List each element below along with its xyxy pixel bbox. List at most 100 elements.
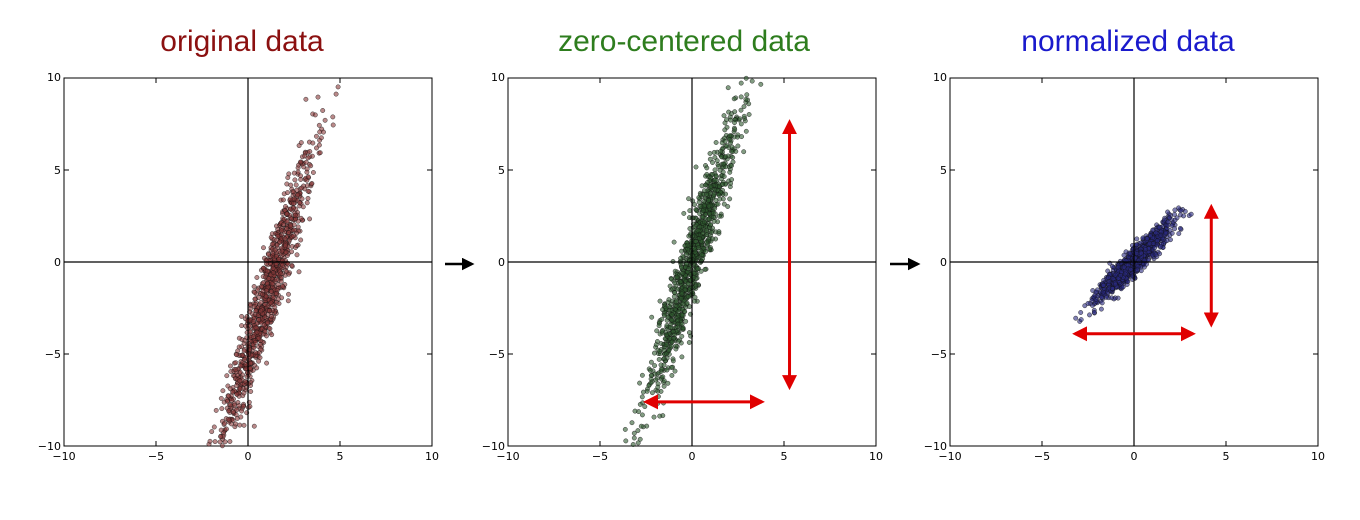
data-point — [1182, 208, 1188, 214]
data-point — [292, 177, 298, 183]
data-point — [286, 171, 292, 177]
y-tick-label: 0 — [54, 256, 61, 269]
data-point — [704, 165, 710, 171]
data-point — [1128, 267, 1134, 272]
data-point — [652, 363, 657, 368]
data-point — [307, 216, 312, 222]
data-point — [1127, 251, 1133, 257]
data-point — [679, 354, 685, 360]
data-point — [267, 326, 273, 332]
data-point — [251, 423, 257, 429]
data-point — [665, 299, 671, 305]
data-point — [264, 287, 269, 293]
data-point — [330, 114, 336, 120]
data-point — [687, 330, 692, 335]
data-point — [262, 329, 268, 334]
data-point — [237, 378, 243, 384]
data-point — [1172, 207, 1178, 213]
y-tick-label: 5 — [54, 164, 61, 177]
data-point — [268, 300, 274, 306]
data-point — [623, 438, 629, 444]
data-point — [1130, 246, 1136, 252]
data-point — [1110, 264, 1115, 269]
x-tick-label: 0 — [689, 450, 696, 463]
data-point — [678, 255, 683, 261]
data-point — [335, 84, 341, 90]
data-point — [644, 388, 650, 394]
data-point — [1085, 301, 1091, 306]
data-point — [716, 192, 722, 198]
data-point — [258, 308, 264, 314]
data-point — [264, 268, 270, 274]
data-point — [1093, 289, 1099, 295]
data-point — [679, 312, 685, 318]
data-point — [1101, 282, 1106, 288]
data-point — [316, 122, 322, 128]
data-point — [261, 322, 267, 328]
data-point — [268, 234, 274, 240]
data-point — [664, 367, 670, 373]
data-point — [284, 181, 290, 187]
data-point — [630, 442, 636, 447]
y-tick-label: −5 — [931, 348, 947, 361]
data-point — [1153, 252, 1159, 258]
y-tick-label: −5 — [489, 348, 505, 361]
data-point — [732, 120, 737, 126]
data-point — [250, 334, 256, 339]
data-point — [298, 237, 304, 243]
data-point — [713, 140, 719, 145]
data-point — [291, 196, 297, 202]
data-point — [729, 163, 734, 169]
data-point — [743, 75, 749, 81]
x-tick-label: 5 — [1223, 450, 1230, 463]
data-point — [1091, 309, 1097, 315]
data-point — [318, 135, 324, 141]
data-point — [314, 145, 319, 151]
data-point — [722, 138, 728, 144]
data-point — [685, 242, 691, 248]
data-point — [256, 317, 262, 323]
data-point — [239, 408, 245, 414]
data-point — [687, 208, 693, 214]
data-point — [741, 149, 747, 155]
data-point — [236, 344, 242, 350]
data-point — [286, 230, 291, 236]
y-tick-label: −10 — [924, 440, 947, 453]
data-point — [256, 335, 262, 341]
data-point — [720, 169, 726, 175]
data-point — [661, 347, 667, 353]
data-point — [226, 408, 232, 414]
data-point — [698, 203, 704, 209]
y-tick-label: 0 — [498, 256, 505, 269]
data-point — [679, 265, 685, 271]
data-point — [213, 407, 219, 413]
data-point — [702, 188, 707, 194]
data-point — [669, 312, 675, 318]
data-point — [269, 332, 275, 338]
data-point — [303, 159, 309, 165]
x-tick-label: 5 — [781, 450, 788, 463]
data-point — [280, 283, 285, 289]
data-point — [256, 358, 261, 364]
data-point — [1176, 231, 1182, 237]
data-point — [704, 239, 710, 245]
data-point — [695, 227, 701, 233]
data-point — [706, 198, 711, 203]
data-point — [722, 127, 728, 133]
data-point — [738, 107, 744, 113]
data-point — [749, 78, 755, 84]
data-point — [724, 117, 729, 123]
data-point — [716, 229, 722, 235]
data-point — [303, 96, 309, 102]
data-point — [1115, 264, 1121, 270]
data-point — [288, 182, 294, 188]
data-point — [233, 360, 239, 366]
data-point — [637, 436, 643, 442]
data-point — [1163, 230, 1169, 236]
data-point — [291, 205, 296, 211]
data-point — [669, 317, 675, 323]
data-point — [708, 184, 714, 189]
data-point — [278, 278, 284, 284]
data-point — [730, 155, 736, 160]
data-point — [727, 196, 733, 202]
